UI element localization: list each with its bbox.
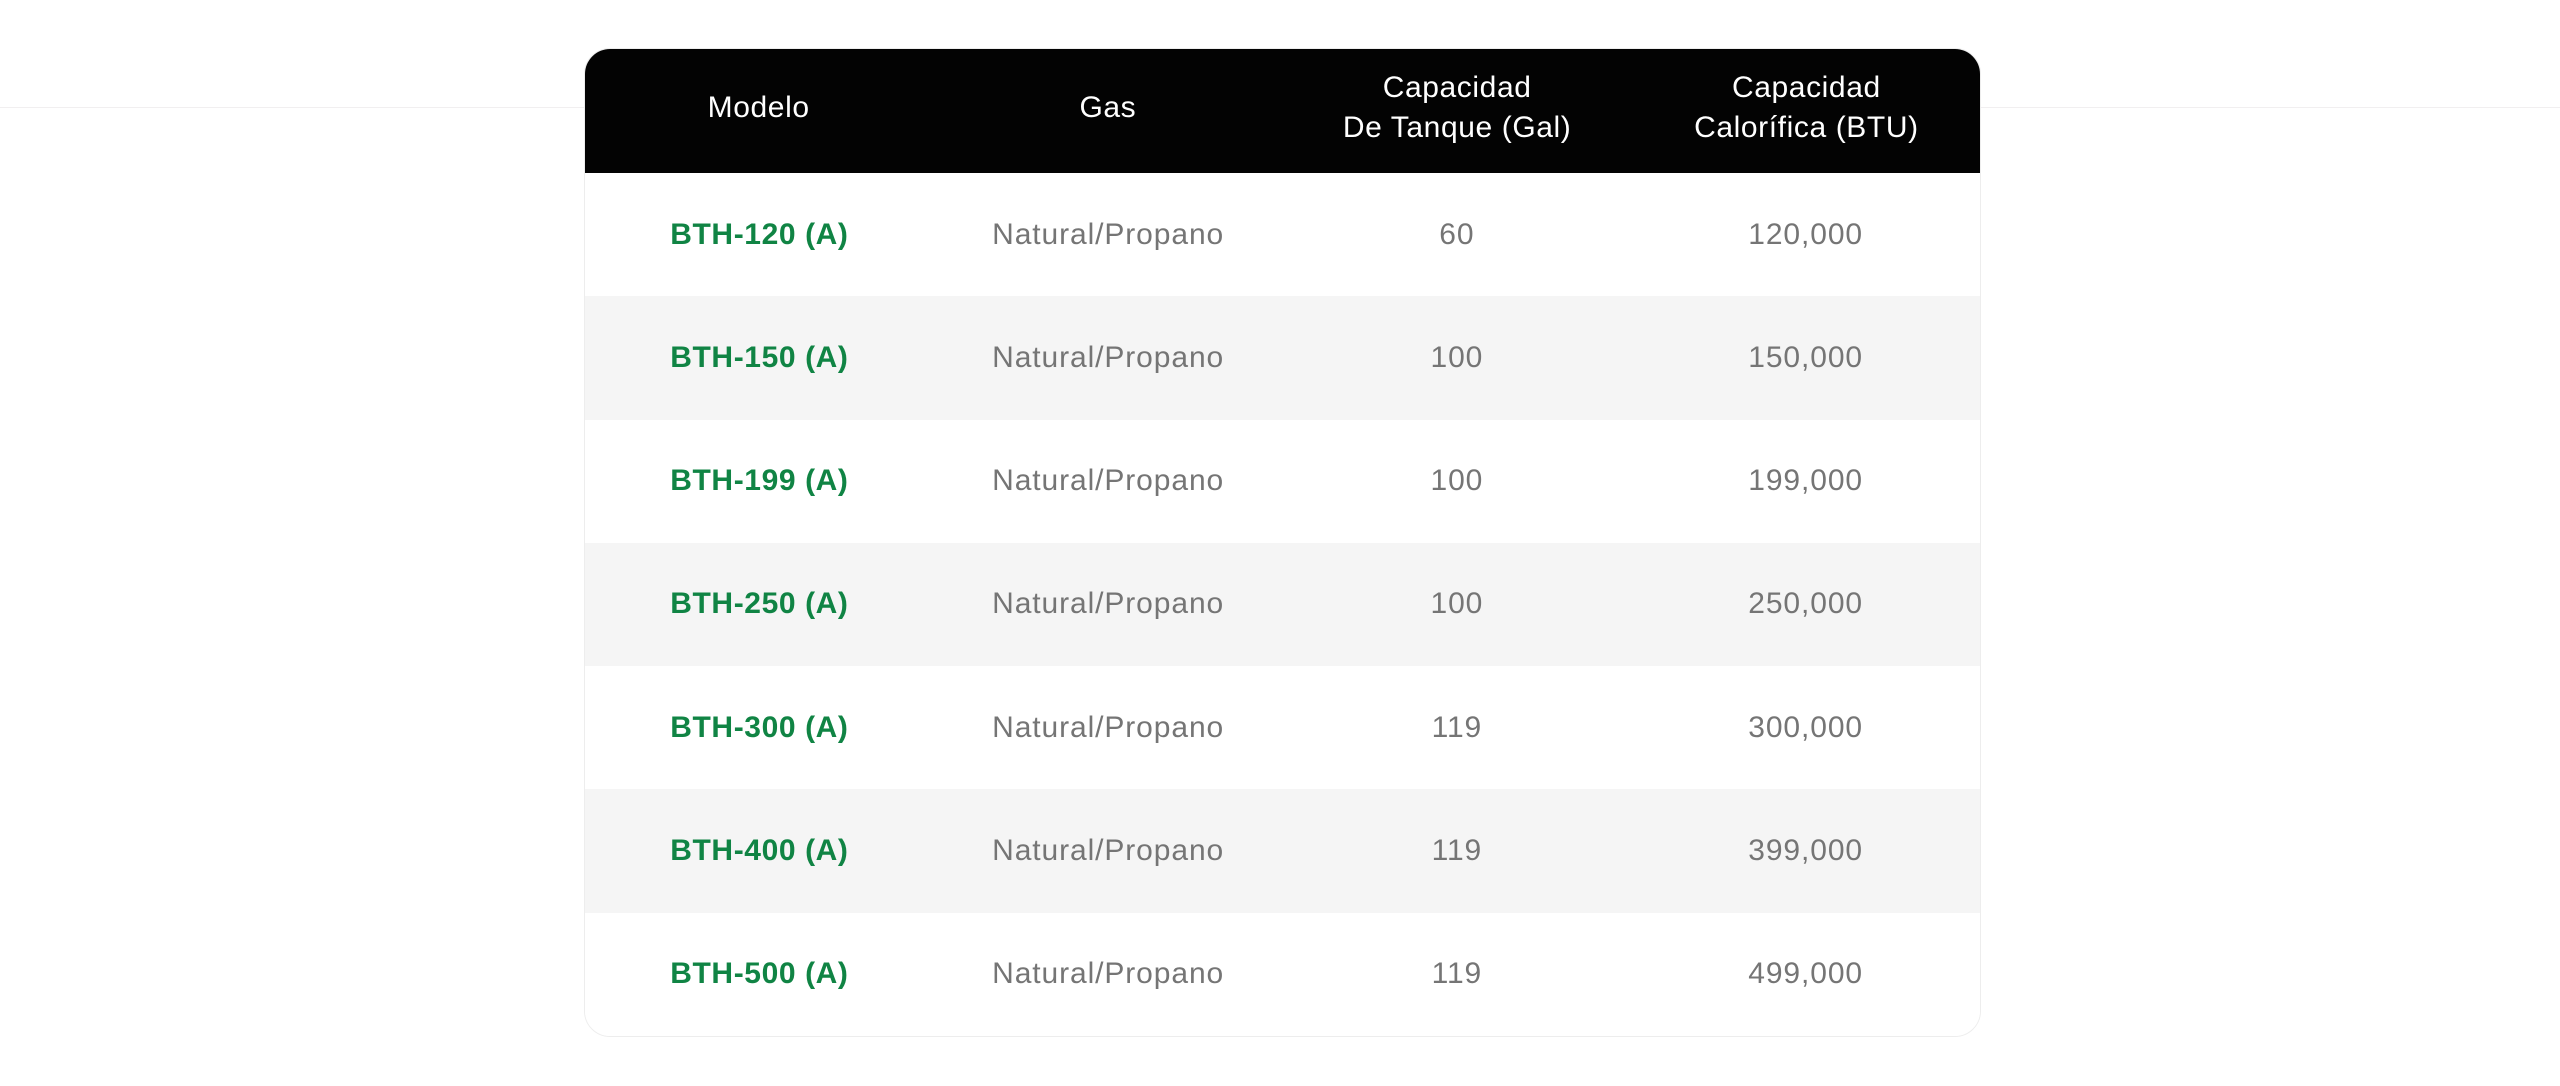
- tank-capacity-cell: 100: [1430, 587, 1484, 621]
- model-link[interactable]: BTH-500 (A): [670, 957, 849, 991]
- tank-capacity-cell: 100: [1430, 340, 1484, 374]
- gas-cell: Natural/Propano: [992, 340, 1225, 374]
- btu-capacity-cell: 150,000: [1748, 340, 1863, 374]
- btu-capacity-cell: 499,000: [1748, 957, 1863, 991]
- product-spec-table: Modelo Gas Capacidad De Tanque (Gal) Cap…: [584, 48, 1981, 1037]
- header-cell-btu-capacity: Capacidad Calorífica (BTU): [1694, 70, 1919, 144]
- btu-capacity-cell: 300,000: [1748, 710, 1863, 744]
- table-row: BTH-199 (A) Natural/Propano 100 199,000: [585, 419, 1980, 543]
- tank-capacity-cell: 60: [1439, 217, 1475, 251]
- btu-capacity-cell: 199,000: [1748, 464, 1863, 498]
- model-link[interactable]: BTH-300 (A): [670, 710, 849, 744]
- table-row: BTH-500 (A) Natural/Propano 119 499,000: [585, 912, 1980, 1036]
- model-link[interactable]: BTH-150 (A): [670, 340, 849, 374]
- model-link[interactable]: BTH-250 (A): [670, 587, 849, 621]
- btu-capacity-cell: 250,000: [1748, 587, 1863, 621]
- tank-capacity-cell: 119: [1431, 834, 1483, 868]
- gas-cell: Natural/Propano: [992, 957, 1225, 991]
- gas-cell: Natural/Propano: [992, 587, 1225, 621]
- table-body: BTH-120 (A) Natural/Propano 60 120,000 B…: [585, 173, 1980, 1036]
- gas-cell: Natural/Propano: [992, 217, 1225, 251]
- gas-cell: Natural/Propano: [992, 834, 1225, 868]
- tank-capacity-cell: 119: [1431, 710, 1483, 744]
- btu-capacity-cell: 399,000: [1748, 834, 1863, 868]
- table-row: BTH-300 (A) Natural/Propano 119 300,000: [585, 666, 1980, 790]
- tank-capacity-cell: 100: [1430, 464, 1484, 498]
- header-cell-gas: Gas: [1079, 90, 1137, 124]
- gas-cell: Natural/Propano: [992, 464, 1225, 498]
- table-row: BTH-150 (A) Natural/Propano 100 150,000: [585, 296, 1980, 420]
- header-cell-tank-capacity: Capacidad De Tanque (Gal): [1342, 70, 1572, 144]
- model-link[interactable]: BTH-199 (A): [670, 464, 849, 498]
- model-link[interactable]: BTH-120 (A): [670, 217, 849, 251]
- gas-cell: Natural/Propano: [992, 710, 1225, 744]
- table-header-row: Modelo Gas Capacidad De Tanque (Gal) Cap…: [585, 49, 1980, 173]
- model-link[interactable]: BTH-400 (A): [670, 834, 849, 868]
- table-row: BTH-120 (A) Natural/Propano 60 120,000: [585, 173, 1980, 297]
- table-row: BTH-400 (A) Natural/Propano 119 399,000: [585, 789, 1980, 913]
- table-row: BTH-250 (A) Natural/Propano 100 250,000: [585, 542, 1980, 667]
- btu-capacity-cell: 120,000: [1748, 217, 1863, 251]
- tank-capacity-cell: 119: [1431, 957, 1483, 991]
- header-cell-modelo: Modelo: [707, 90, 810, 124]
